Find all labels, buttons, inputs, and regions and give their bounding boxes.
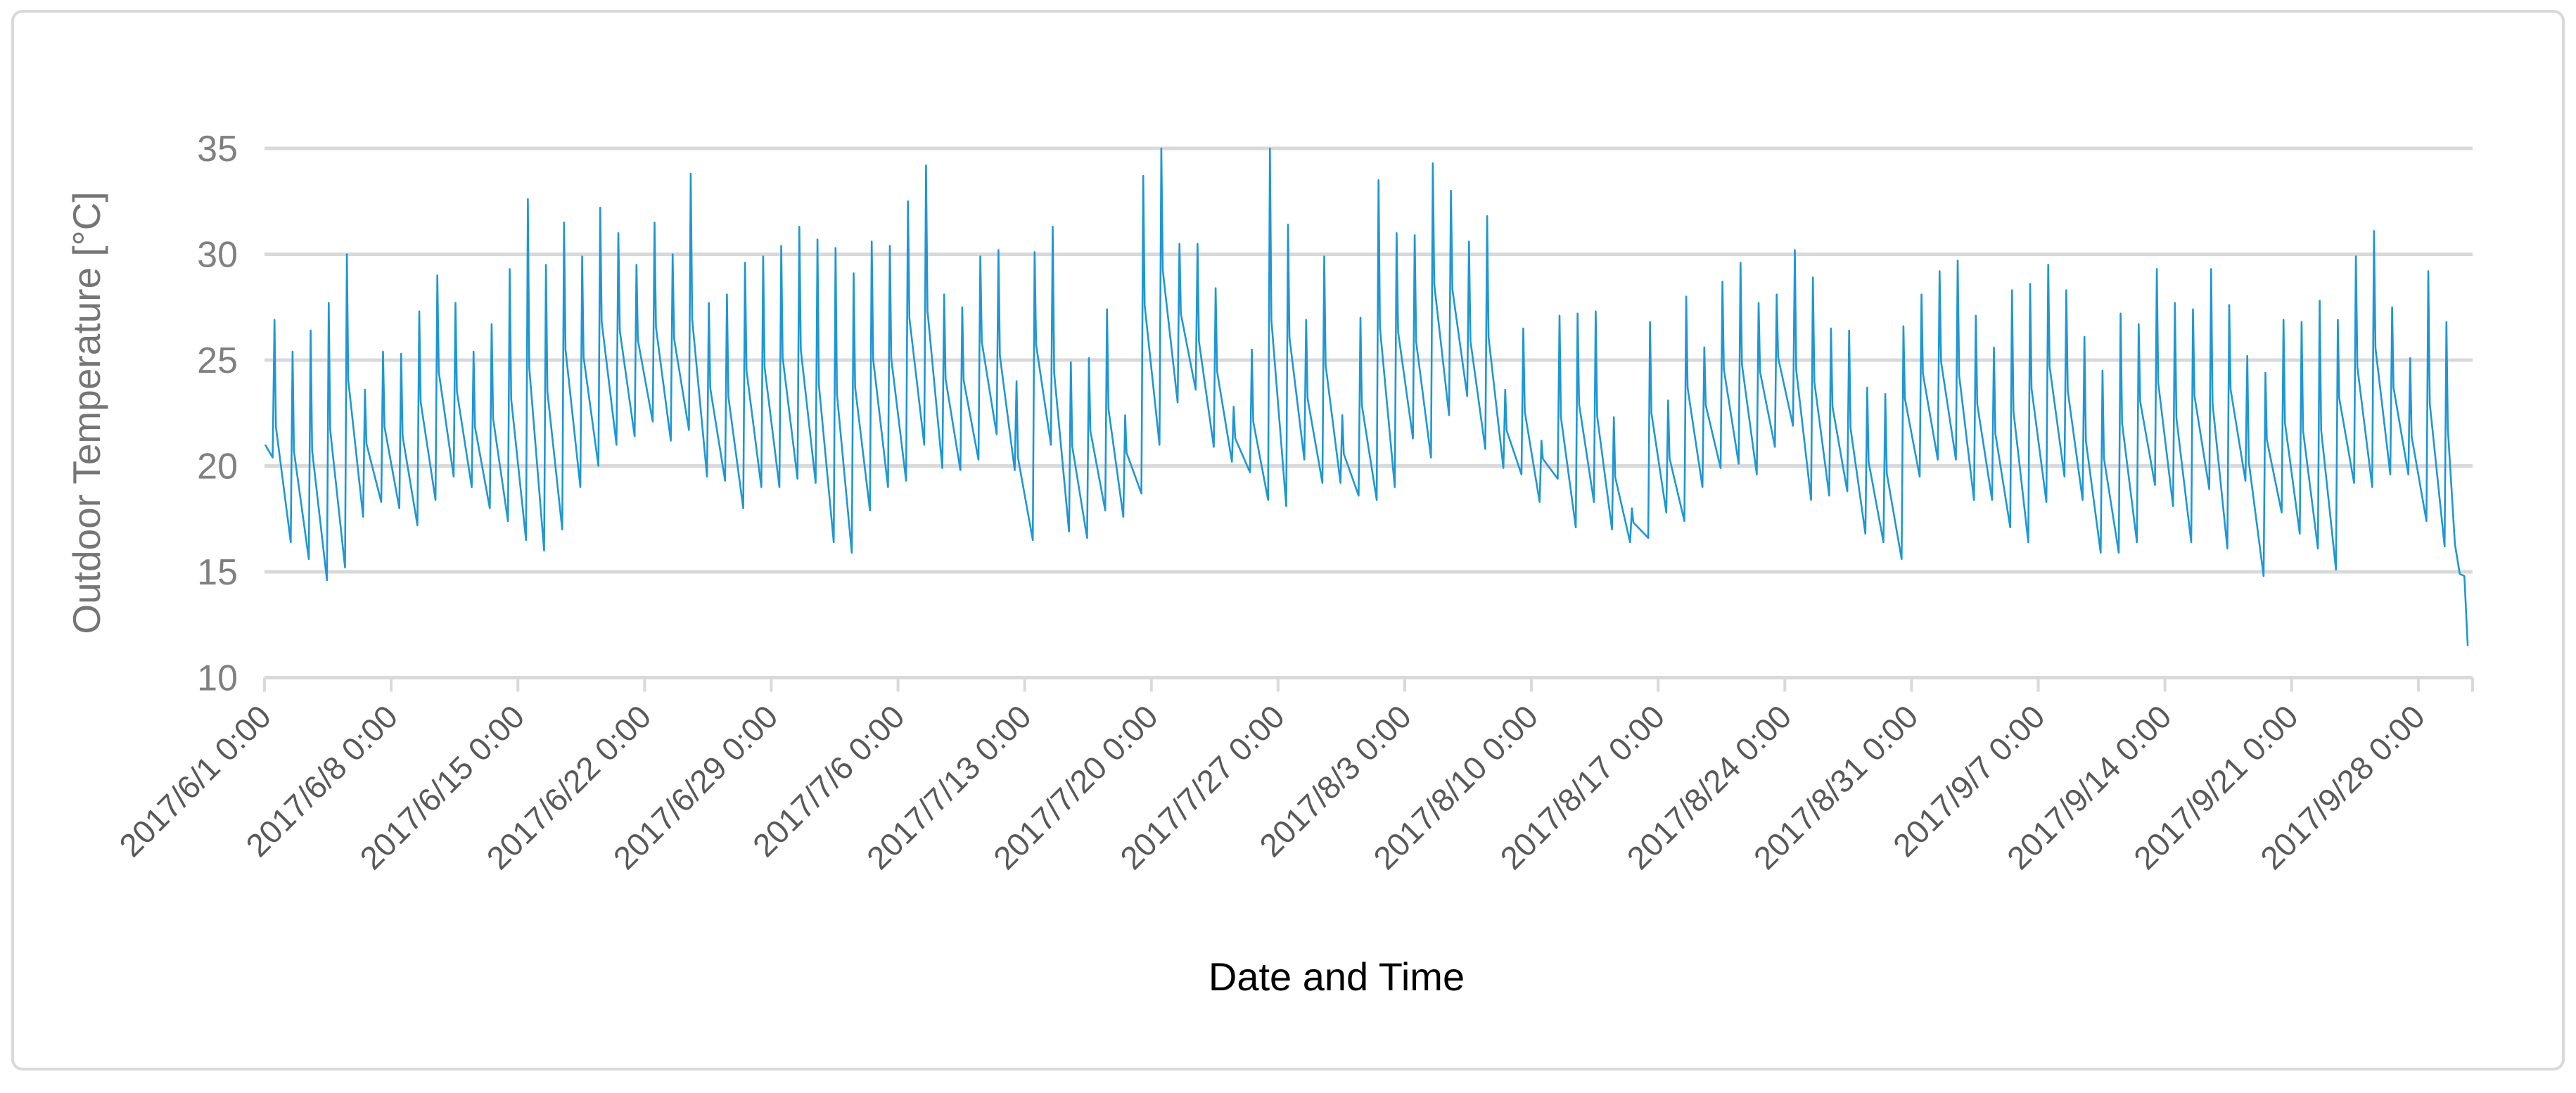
temperature-series-line: [264, 147, 2469, 646]
y-tick-label-10: 10: [197, 658, 238, 699]
x-axis-line-and-ticks: [263, 676, 2474, 692]
chart-border: [11, 10, 2565, 1070]
y-axis-title: Outdoor Temperature [°C]: [65, 191, 108, 634]
y-tick-label-25: 25: [197, 340, 238, 381]
y-tick-label-35: 35: [197, 129, 238, 170]
y-tick-label-15: 15: [197, 552, 238, 593]
x-axis-title: Date and Time: [1209, 954, 1465, 999]
y-tick-label-20: 20: [197, 447, 238, 487]
y-axis-tick-labels: 35 30 25 20 15 10: [197, 129, 238, 699]
temperature-polyline: [264, 147, 2469, 646]
y-tick-label-30: 30: [197, 235, 238, 276]
